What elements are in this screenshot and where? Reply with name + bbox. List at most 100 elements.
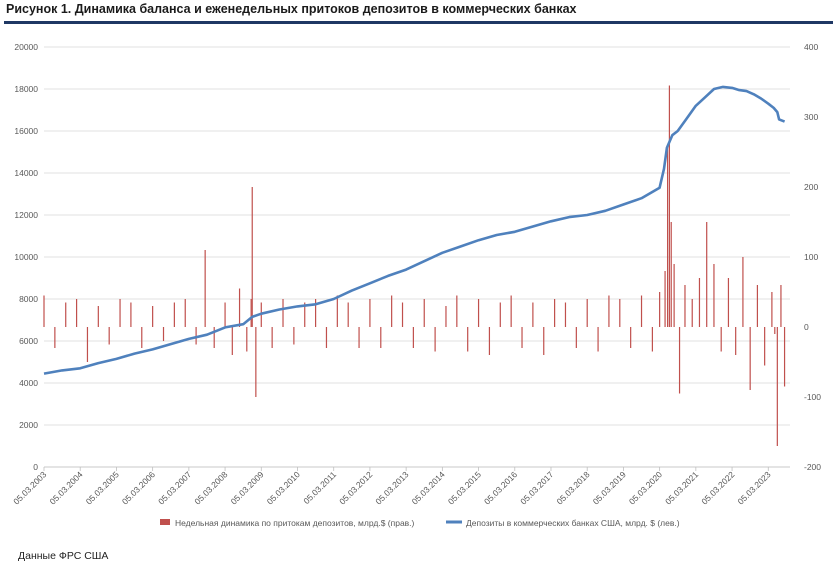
x-tick-label: 05.03.2019 [591,469,628,506]
x-tick-label: 05.03.2004 [47,469,84,506]
inflow-bar [86,327,89,362]
inflow-bar [608,295,610,327]
inflow-bar [255,327,257,397]
inflow-bar [445,306,447,327]
inflow-bar [358,327,360,348]
inflow-bar [173,302,175,327]
inflow-bar [764,327,766,366]
inflow-bar [369,299,371,327]
inflow-bar [673,264,675,327]
right-tick-label: 200 [804,182,818,192]
inflow-bar [735,327,737,355]
x-tick-label: 05.03.2007 [156,469,193,506]
inflow-bar [271,327,273,348]
inflow-bar [162,327,165,341]
inflow-bar [666,145,669,327]
right-tick-label: 400 [804,42,818,52]
inflow-bar [75,299,78,327]
x-tick-label: 05.03.2012 [337,469,374,506]
inflow-bar [456,295,458,327]
inflow-bar [706,222,708,327]
inflow-bar [467,327,469,352]
inflow-bar [776,327,778,446]
title-underline [4,21,833,24]
inflow-bar [293,327,295,345]
inflow-bar [195,327,197,345]
inflow-bar [749,327,751,390]
left-tick-label: 0 [33,462,38,472]
x-tick-label: 05.03.2006 [120,469,157,506]
left-axis: 0 2000 4000 6000 8000 10000 12000 14000 16000 180… [14,42,38,472]
inflow-bar [684,285,686,327]
inflow-bar [231,327,233,355]
inflow-bar [434,327,436,352]
inflow-bar [713,264,715,327]
inflow-bar [774,327,776,334]
inflow-bars [43,85,786,446]
inflow-bar [756,285,759,327]
inflow-bar [564,302,567,327]
x-axis: 05.03.2003 05.03.2004 05.03.2005 05.03.2006… [11,466,790,506]
inflow-bar [347,302,349,327]
x-tick-label: 05.03.2005 [84,469,121,506]
inflow-bar [401,302,404,327]
x-tick-label: 05.03.2018 [554,469,591,506]
right-tick-label: 300 [804,112,818,122]
left-tick-label: 20000 [14,42,38,52]
inflow-bar [130,302,132,327]
legend-swatch-inflow [160,519,170,525]
legend-label-deposits: Депозиты в коммерческих банках США, млрд… [466,518,680,528]
right-axis: -200 -100 0 100 200 300 400 [804,42,821,472]
inflow-bar [213,327,215,348]
inflow-bar [678,327,681,394]
inflow-bar [204,250,206,327]
inflow-bar [391,295,393,327]
inflow-bar [727,278,730,327]
inflow-bar [543,327,545,355]
inflow-bar [742,257,744,327]
inflow-bar [780,285,782,327]
inflow-bar [43,295,45,327]
x-tick-label: 05.03.2010 [265,469,302,506]
inflow-bar [224,302,226,327]
x-tick-label: 05.03.2021 [663,469,700,506]
inflow-bar [619,299,621,327]
x-tick-label: 05.03.2011 [301,469,338,506]
x-tick-label: 05.03.2017 [518,469,555,506]
inflow-bar [771,292,773,327]
x-tick-label: 05.03.2023 [736,469,773,506]
inflow-bar [246,327,248,352]
inflow-bar [380,327,382,348]
inflow-bar [65,302,67,327]
x-tick-label: 05.03.2020 [627,469,664,506]
inflow-bar [651,327,653,352]
chart-title: Рисунок 1. Динамика баланса и еженедельн… [6,2,577,16]
inflow-bar [325,327,328,348]
inflow-bar [184,299,186,327]
left-tick-label: 8000 [19,294,38,304]
x-tick-label: 05.03.2015 [446,469,483,506]
inflow-bar [488,327,491,355]
inflow-bar [499,302,501,327]
inflow-bar [315,299,317,327]
x-tick-label: 05.03.2008 [192,469,229,506]
chart: 0200040006000800010000120001400016000180… [11,42,821,528]
x-tick-label: 05.03.2022 [699,469,736,506]
x-tick-label: 05.03.2014 [410,469,447,506]
inflow-bar [630,327,632,348]
inflow-bar [336,295,338,327]
inflow-bar [720,327,722,352]
x-tick-label: 05.03.2003 [11,469,48,506]
inflow-bar [423,299,425,327]
left-tick-label: 12000 [14,210,38,220]
gridlines [44,46,790,468]
inflow-bar [304,302,306,327]
x-tick-label: 05.03.2009 [229,469,266,506]
inflow-bar [640,295,643,327]
inflow-bar [691,299,693,327]
left-tick-label: 6000 [19,336,38,346]
inflow-bar [54,327,56,348]
left-tick-label: 18000 [14,84,38,94]
right-tick-label: 0 [804,322,809,332]
deposits-line-path [43,85,786,375]
